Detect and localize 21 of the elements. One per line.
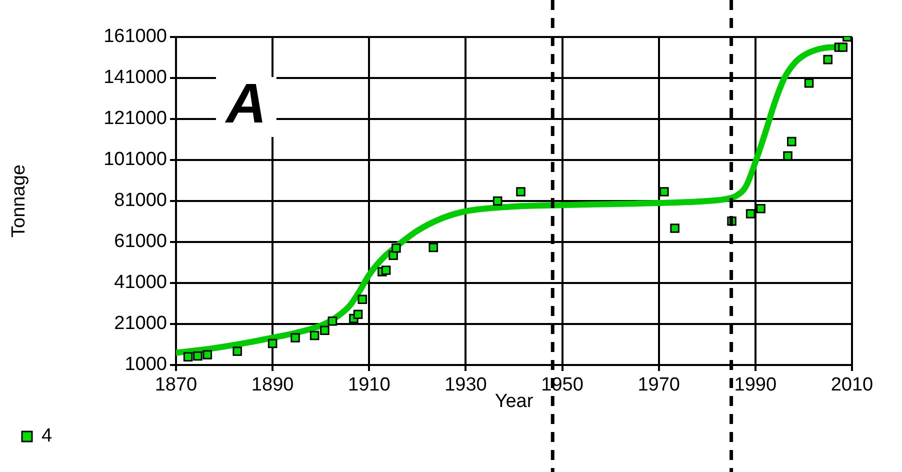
y-tick-label: 81000 (114, 190, 167, 212)
legend-label: 4 (42, 426, 52, 447)
y-tick-label: 141000 (104, 67, 167, 88)
y-tick-label: 121000 (104, 108, 167, 130)
y-axis-title: Tonnage (8, 164, 30, 238)
y-tick-label: 61000 (114, 231, 167, 252)
x-tick-label: 1910 (348, 374, 390, 396)
y-tick-label: 21000 (114, 313, 167, 334)
x-tick-label: 1950 (541, 374, 584, 396)
y-tick-label: 1000 (124, 354, 167, 376)
x-tick-label: 1930 (444, 374, 487, 396)
y-tick-label: 101000 (104, 149, 167, 170)
x-axis-title: Year (494, 390, 534, 412)
x-tick-label: 1890 (251, 374, 294, 396)
x-tick-label: 1870 (154, 374, 198, 396)
annotation: A (224, 71, 266, 134)
x-tick-label: 1990 (734, 374, 777, 396)
x-tick-label: 2010 (830, 374, 874, 396)
y-tick-label: 41000 (114, 272, 167, 294)
x-tick-label: 1970 (638, 374, 680, 396)
y-tick-label: 161000 (104, 26, 167, 48)
